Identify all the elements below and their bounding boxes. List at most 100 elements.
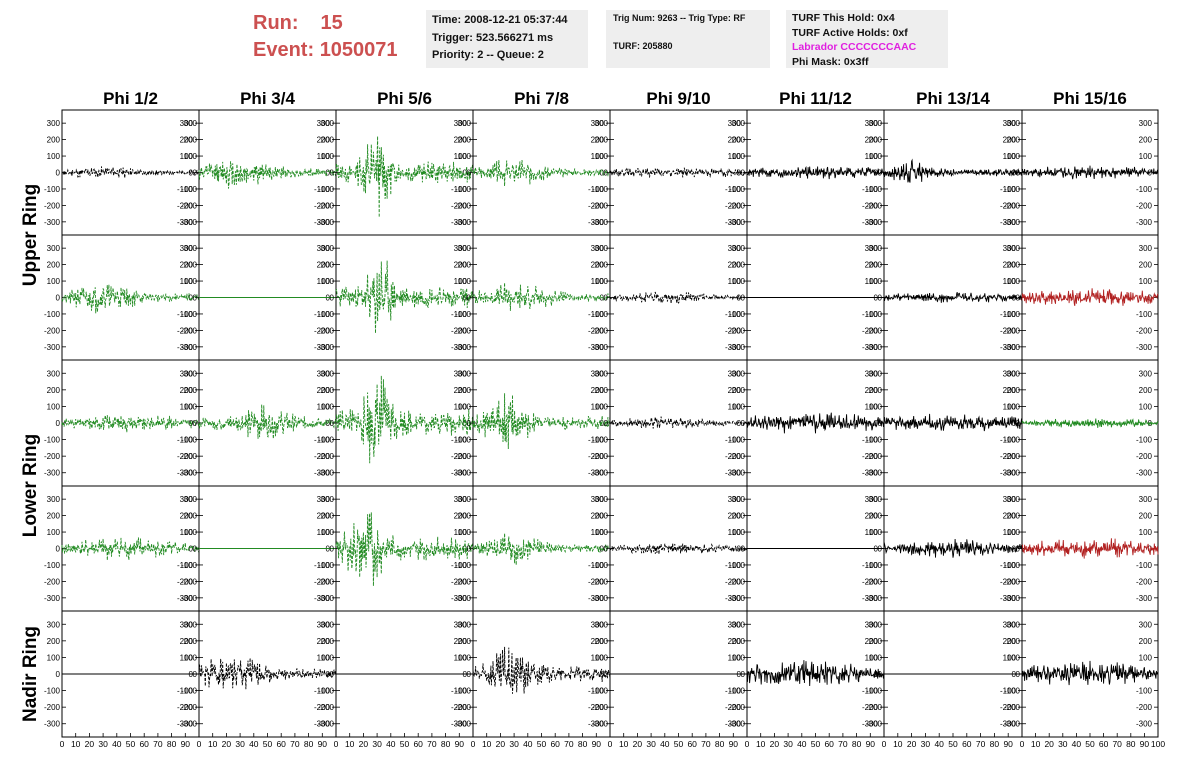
waveform-trace bbox=[61, 415, 200, 433]
y-tick-label: -100 bbox=[592, 185, 609, 194]
x-tick-label: 60 bbox=[139, 739, 149, 749]
x-tick-label: 40 bbox=[249, 739, 259, 749]
y-tick-label: -100 bbox=[318, 687, 335, 696]
x-tick-label: 80 bbox=[441, 739, 451, 749]
y-tick-label: 0 bbox=[330, 670, 335, 679]
column-header: Phi 11/12 bbox=[779, 89, 852, 108]
y-tick-label-right: -100 bbox=[1000, 185, 1017, 194]
y-tick-label: 300 bbox=[184, 495, 198, 504]
y-tick-label: -300 bbox=[729, 343, 746, 352]
y-tick-label-right: 200 bbox=[591, 136, 605, 145]
y-tick-label-right: -200 bbox=[177, 201, 194, 210]
y-tick-label-right: -300 bbox=[725, 218, 742, 227]
x-tick-label: 60 bbox=[962, 739, 972, 749]
y-tick-label-right: 100 bbox=[728, 277, 742, 286]
y-tick-label: -300 bbox=[44, 343, 61, 352]
y-tick-label-right: 100 bbox=[317, 653, 331, 662]
y-tick-label-right: 0 bbox=[600, 169, 605, 178]
turf-active-text: TURF Active Holds: 0xf bbox=[792, 26, 908, 39]
y-tick-label-right: -300 bbox=[314, 720, 331, 729]
y-tick-label-right: 200 bbox=[1139, 136, 1153, 145]
y-tick-label: 300 bbox=[732, 369, 746, 378]
y-tick-label: -200 bbox=[866, 577, 883, 586]
y-tick-label: 0 bbox=[604, 545, 609, 554]
y-tick-label: -200 bbox=[729, 326, 746, 335]
y-tick-label: -200 bbox=[729, 201, 746, 210]
y-tick-label-right: -200 bbox=[588, 577, 605, 586]
x-tick-label: 30 bbox=[98, 739, 108, 749]
y-tick-label: 300 bbox=[321, 369, 335, 378]
y-tick-label-right: -100 bbox=[588, 687, 605, 696]
y-tick-label: -300 bbox=[44, 469, 61, 478]
y-tick-label-right: -300 bbox=[1136, 343, 1153, 352]
y-tick-label: 0 bbox=[1016, 670, 1021, 679]
y-tick-label: 300 bbox=[869, 119, 883, 128]
y-tick-label-right: 100 bbox=[317, 152, 331, 161]
y-tick-label-right: 200 bbox=[865, 136, 879, 145]
y-tick-label: 100 bbox=[595, 528, 609, 537]
y-tick-label-right: 300 bbox=[1139, 369, 1153, 378]
x-tick-label: 60 bbox=[1099, 739, 1109, 749]
y-tick-label: 100 bbox=[47, 152, 61, 161]
y-tick-label: -200 bbox=[181, 452, 198, 461]
y-tick-label-right: -300 bbox=[588, 218, 605, 227]
y-tick-label-right: -100 bbox=[588, 310, 605, 319]
y-tick-label: 200 bbox=[47, 637, 61, 646]
y-tick-label: -100 bbox=[729, 310, 746, 319]
column-header: Phi 1/2 bbox=[103, 89, 158, 108]
y-tick-label: 300 bbox=[869, 495, 883, 504]
x-tick-label: 60 bbox=[413, 739, 423, 749]
y-tick-label-right: -100 bbox=[1000, 436, 1017, 445]
y-tick-label-right: 100 bbox=[454, 653, 468, 662]
y-tick-label-right: 300 bbox=[1003, 369, 1017, 378]
y-tick-label-right: -200 bbox=[1136, 201, 1153, 210]
y-tick-label: -300 bbox=[729, 594, 746, 603]
y-tick-label-right: -100 bbox=[177, 436, 194, 445]
y-tick-label: 300 bbox=[458, 244, 472, 253]
y-tick-label: 100 bbox=[869, 528, 883, 537]
x-tick-label: 20 bbox=[633, 739, 643, 749]
y-tick-label-right: 300 bbox=[591, 244, 605, 253]
x-tick-label: 50 bbox=[674, 739, 684, 749]
y-tick-label: 0 bbox=[878, 670, 883, 679]
y-tick-label: -300 bbox=[44, 594, 61, 603]
y-tick-label-right: -200 bbox=[1136, 452, 1153, 461]
y-tick-label: -300 bbox=[455, 469, 472, 478]
turf-hold-text: TURF This Hold: 0x4 bbox=[792, 12, 895, 24]
y-tick-label: 100 bbox=[869, 152, 883, 161]
y-tick-label: 100 bbox=[47, 653, 61, 662]
y-tick-label: -300 bbox=[455, 594, 472, 603]
y-tick-label: 100 bbox=[47, 402, 61, 411]
x-tick-label: 10 bbox=[208, 739, 218, 749]
y-tick-label: 200 bbox=[595, 261, 609, 270]
turf-text: TURF: 205880 bbox=[613, 41, 673, 51]
y-tick-label-right: -300 bbox=[451, 720, 468, 729]
waveform-trace bbox=[472, 533, 611, 566]
y-tick-label-right: -300 bbox=[451, 469, 468, 478]
x-tick-label: 60 bbox=[276, 739, 286, 749]
y-tick-label: 100 bbox=[184, 277, 198, 286]
y-tick-label: -200 bbox=[44, 577, 61, 586]
y-tick-label: 200 bbox=[1007, 261, 1021, 270]
x-tick-label: 80 bbox=[852, 739, 862, 749]
y-tick-label-right: 100 bbox=[728, 528, 742, 537]
y-tick-label-right: -200 bbox=[725, 326, 742, 335]
x-tick-label: 90 bbox=[729, 739, 739, 749]
y-tick-label-right: 100 bbox=[728, 402, 742, 411]
y-tick-label-right: -100 bbox=[862, 310, 879, 319]
y-tick-label-right: 300 bbox=[1139, 119, 1153, 128]
y-tick-label: 100 bbox=[595, 402, 609, 411]
x-tick-label: 60 bbox=[687, 739, 697, 749]
y-tick-label: 0 bbox=[56, 419, 61, 428]
y-tick-label: 300 bbox=[869, 620, 883, 629]
y-tick-label-right: -300 bbox=[862, 218, 879, 227]
y-tick-label-right: 300 bbox=[728, 369, 742, 378]
x-tick-label: 70 bbox=[564, 739, 574, 749]
y-tick-label: -300 bbox=[455, 720, 472, 729]
y-tick-label: -300 bbox=[318, 720, 335, 729]
waveform-trace bbox=[198, 657, 337, 690]
y-tick-label-right: -300 bbox=[588, 720, 605, 729]
y-tick-label-right: -200 bbox=[177, 452, 194, 461]
y-tick-label: -200 bbox=[866, 201, 883, 210]
